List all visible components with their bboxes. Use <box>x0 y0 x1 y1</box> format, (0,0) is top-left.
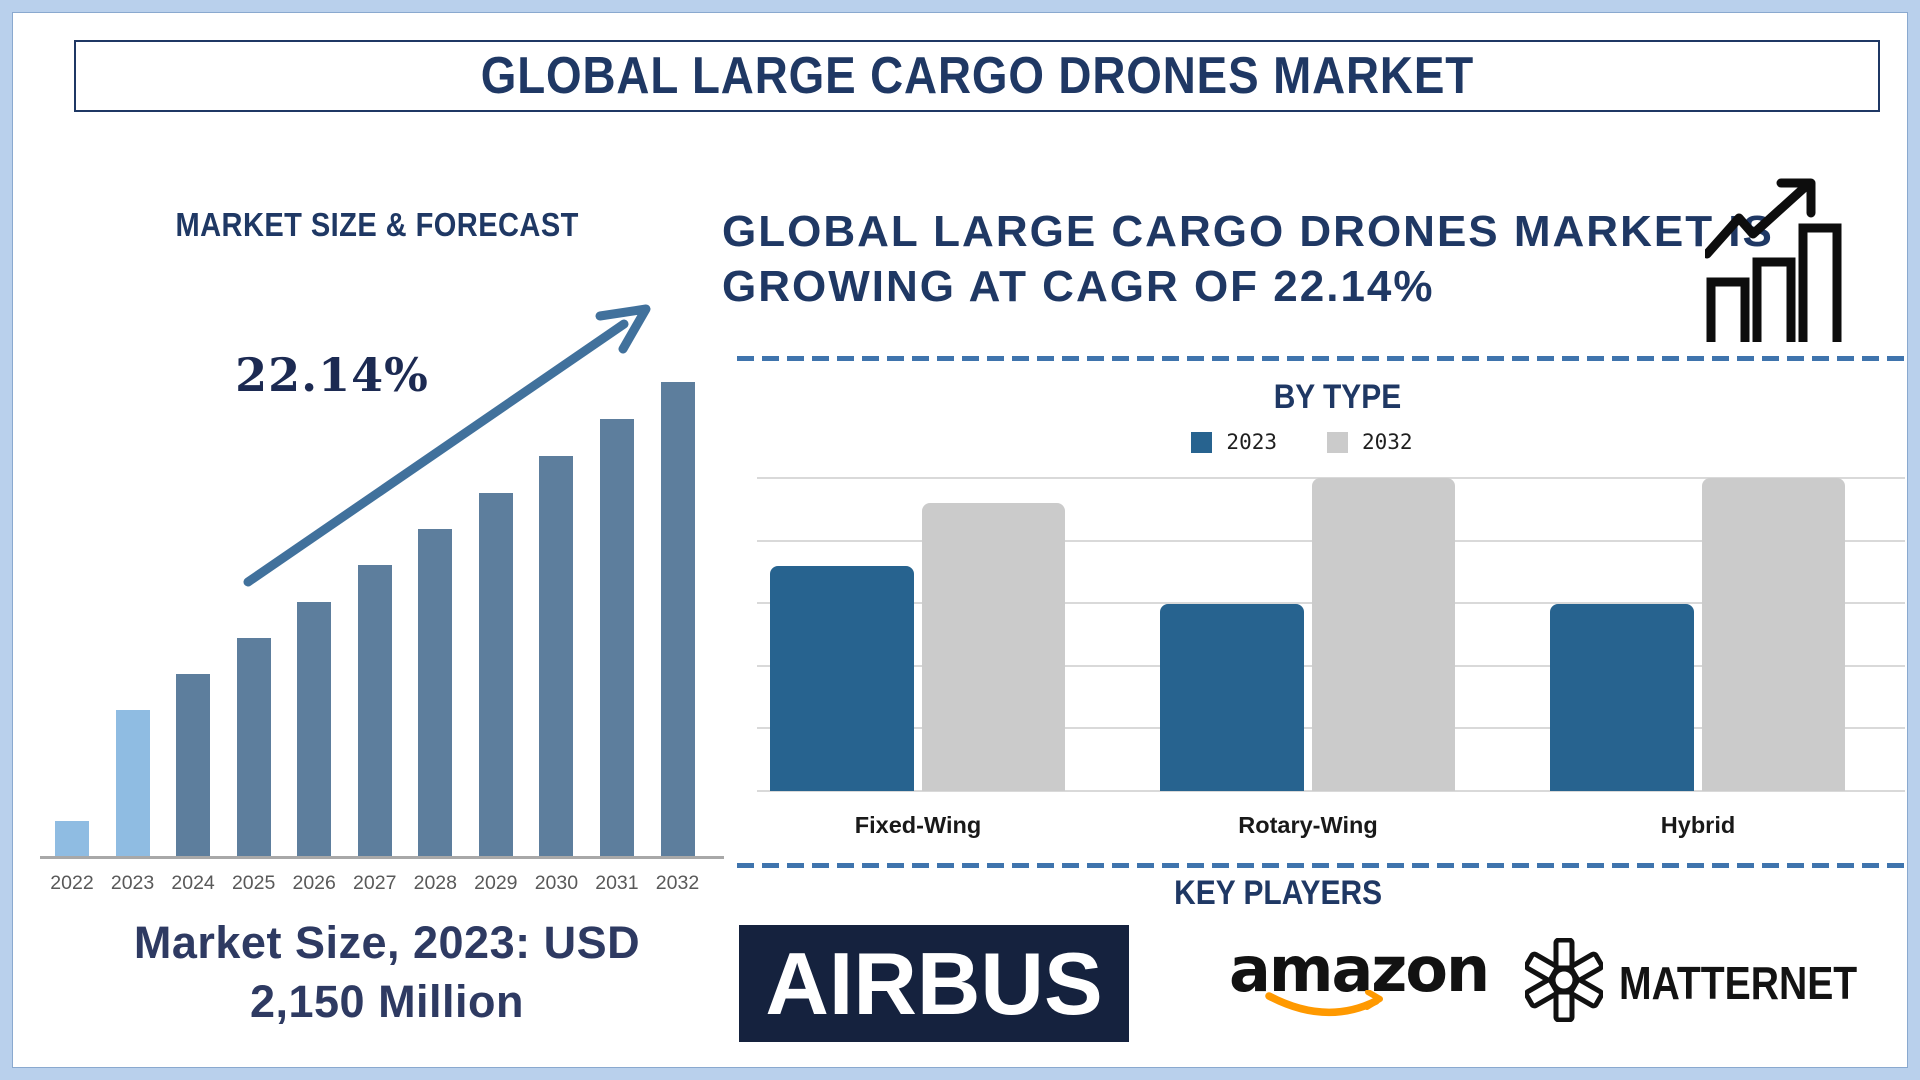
airbus-logo-text: AIRBUS <box>765 933 1103 1033</box>
forecast-bar-2031 <box>599 419 634 857</box>
page-title: GLOBAL LARGE CARGO DRONES MARKET <box>480 47 1474 105</box>
by-type-title: BY TYPE <box>1273 378 1401 416</box>
forecast-bar-2029 <box>478 493 513 857</box>
forecast-year-label-2031: 2031 <box>595 872 639 894</box>
by-type-bar-2023-Rotary-Wing <box>1160 604 1304 791</box>
forecast-bar-2022 <box>55 821 89 857</box>
cagr-annotation: 22.14% <box>235 348 429 402</box>
forecast-bar-2024 <box>176 674 211 857</box>
forecast-year-label-2025: 2025 <box>231 872 276 894</box>
by-type-category-label-Fixed-Wing: Fixed-Wing <box>854 812 982 838</box>
forecast-bar-2032 <box>660 382 695 857</box>
market-size-footnote: Market Size, 2023: USD 2,150 Million <box>62 913 712 1031</box>
footnote-line1: Market Size, 2023: USD <box>133 917 641 968</box>
legend-swatch-2023 <box>1191 431 1213 453</box>
headline-line1: GLOBAL LARGE CARGO DRONES MARKET IS <box>722 207 1774 256</box>
forecast-bar-2026 <box>297 602 332 857</box>
footnote-line2: 2,150 Million <box>249 976 525 1027</box>
forecast-bar-2027 <box>357 565 392 857</box>
page-title-box: GLOBAL LARGE CARGO DRONES MARKET <box>74 40 1880 112</box>
forecast-bar-2025 <box>236 638 271 857</box>
by-type-bar-2032-Fixed-Wing <box>922 503 1065 791</box>
matternet-asterisk-icon <box>1525 938 1603 1022</box>
forecast-year-label-2027: 2027 <box>353 872 397 894</box>
right-headline: GLOBAL LARGE CARGO DRONES MARKET IS GROW… <box>722 204 1774 314</box>
forecast-year-label-2024: 2024 <box>171 872 215 894</box>
legend-label-2023: 2023 <box>1226 430 1277 454</box>
by-type-bar-2023-Fixed-Wing <box>770 566 914 791</box>
growth-chart-icon <box>1705 178 1842 342</box>
by-type-bar-2032-Hybrid <box>1702 478 1845 791</box>
growth-trend-arrow-icon <box>243 304 651 587</box>
legend-swatch-2032 <box>1327 431 1348 453</box>
by-type-legend: 2023 2032 <box>1052 430 1552 454</box>
by-type-bar-2032-Rotary-Wing <box>1312 478 1455 791</box>
dashed-separator-bottom <box>737 863 1907 868</box>
forecast-year-label-2030: 2030 <box>534 872 579 894</box>
amazon-logo: amazon <box>1229 933 1490 1006</box>
by-type-bar-2023-Hybrid <box>1550 604 1694 791</box>
forecast-bar-2028 <box>418 529 453 857</box>
forecast-year-label-2022: 2022 <box>50 872 94 894</box>
by-type-category-label-Rotary-Wing: Rotary-Wing <box>1238 812 1378 838</box>
forecast-year-label-2028: 2028 <box>413 872 457 894</box>
dashed-separator-top <box>737 356 1907 361</box>
forecast-year-label-2032: 2032 <box>655 872 700 894</box>
forecast-year-label-2029: 2029 <box>474 872 518 894</box>
legend-label-2032: 2032 <box>1362 430 1413 454</box>
x-axis-line <box>40 856 724 859</box>
forecast-bar-2030 <box>539 456 574 857</box>
forecast-bar-2023 <box>115 710 150 857</box>
market-size-forecast-title: MARKET SIZE & FORECAST <box>175 206 579 243</box>
matternet-logo-text: MATTERNET <box>1619 957 1858 1009</box>
airbus-logo: AIRBUS <box>739 925 1129 1042</box>
forecast-year-label-2023: 2023 <box>110 872 155 894</box>
amazon-smile-icon <box>1265 990 1383 1017</box>
headline-line2: GROWING AT CAGR OF 22.14% <box>722 262 1435 311</box>
key-players-heading: KEY PLAYERS <box>1174 874 1382 912</box>
by-type-category-label-Hybrid: Hybrid <box>1660 812 1736 838</box>
forecast-year-label-2026: 2026 <box>292 872 336 894</box>
amazon-logo-text: amazon <box>1229 933 1490 1006</box>
